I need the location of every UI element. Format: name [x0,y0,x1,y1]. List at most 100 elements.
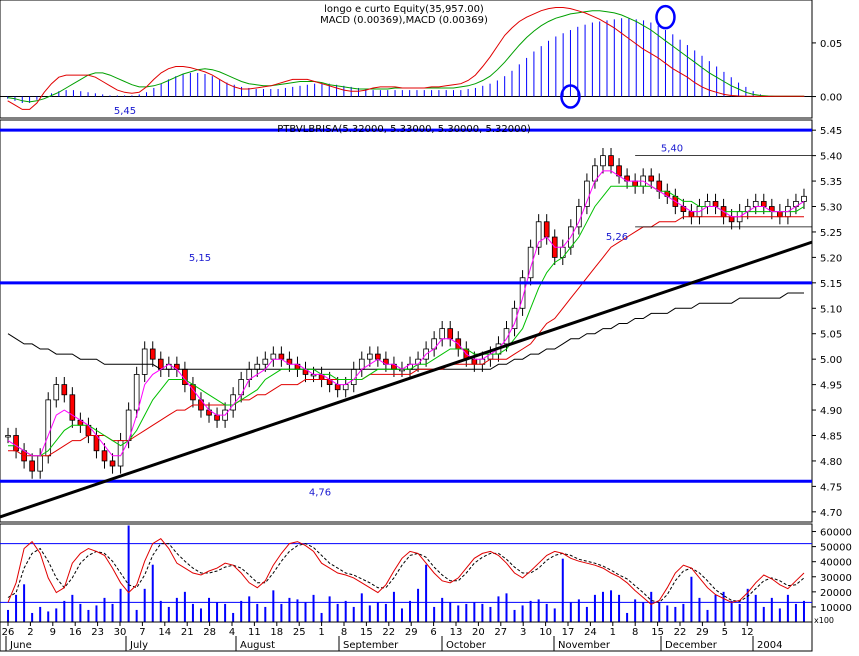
candle-body [278,353,285,360]
price-y-tick-label: 5.25 [820,228,842,239]
candle-body [608,155,614,167]
price-y-tick-label: 5.10 [820,304,842,315]
price-y-tick-label: 5.30 [820,203,842,214]
x-tick-label: 21 [181,627,194,638]
candle-body [141,348,148,375]
price-y-tick-label: 5.05 [820,330,842,341]
channel-high-label: 5,40 [661,144,683,155]
price-title: PTBVLBRISA(5.32000, 5.33000, 5.30000, 5.… [277,124,531,135]
price-y-tick-label: 5.40 [820,152,842,163]
candle-body [367,353,373,360]
month-label: October [446,640,487,651]
x-tick-label: 15 [651,627,664,638]
volume-y-tick-label: 50000 [820,543,852,554]
volume-y-tick-label: 40000 [820,558,852,569]
volume-y-tick-label: 10000 [820,603,852,614]
macd-frame [0,0,813,119]
level-annotation: 4,76 [309,487,331,498]
candle-body [600,155,606,167]
month-label: June [9,640,32,651]
volume-y-tick-label: 60000 [820,528,852,539]
x-tick-label: 4 [229,627,235,638]
ma-long-line [8,216,804,457]
price-y-tick-label: 5.20 [820,253,842,264]
macd-line [7,7,805,110]
candle-body [632,180,638,187]
candle-body [584,180,590,207]
candle-body [101,450,108,462]
stoch-k-line [7,538,805,605]
candle-body [471,358,478,365]
x-tick-label: 28 [203,627,216,638]
x-tick-label: 29 [405,627,418,638]
x-tick-label: 7 [139,627,145,638]
x-tick-label: 10 [539,627,552,638]
candle-body [447,328,454,340]
candle-body [133,374,140,411]
macd-title: longo e curto Equity(35,957.00) [324,4,484,15]
candle-body [37,455,43,472]
price-y-tick-label: 5.00 [820,355,842,366]
candle-body [801,195,807,202]
x-tick-label: 27 [494,627,507,638]
candle-body [503,328,510,345]
candle-body [334,384,341,391]
candle-body [728,216,735,223]
x-tick-label: 2 [27,627,33,638]
candle-body [511,307,518,330]
trendline [0,240,813,519]
month-label: 2004 [757,640,782,651]
candle-body [527,246,534,279]
x-tick-label: 24 [584,627,597,638]
channel-low-label: 5,26 [606,232,628,243]
x-tick-label: 13 [450,627,463,638]
price-frame [0,119,813,523]
stoch-d-line [7,543,805,603]
candle-body [777,211,783,218]
candle-body [704,201,711,207]
candle-body [543,221,550,238]
x-tick-label: 6 [430,627,436,638]
x-tick-label: 1 [318,627,324,638]
x-tick-label: 20 [472,627,485,638]
macd-marker-circle [655,4,676,30]
month-label: September [343,640,399,651]
stochastic-volume-panel: 60000 50000 40000 30000 20000 10000 x100 [0,523,852,625]
x-tick-label: 11 [248,627,261,638]
x-tick-label: 12 [741,627,754,638]
x-tick-label: 15 [360,627,373,638]
candle-body [69,394,76,421]
x-tick-label: 25 [293,627,306,638]
candle-body [688,211,695,218]
x-tick-label: 16 [69,627,82,638]
candle-body [262,358,269,365]
x-tick-label: 8 [341,627,347,638]
price-y-tick-label: 4.70 [820,508,842,519]
candle-body [712,201,719,207]
volume-y-tick-label: 30000 [820,573,852,584]
candle-body [342,384,349,391]
month-label: December [665,640,718,651]
macd-y-tick-label: 0.00 [820,93,842,104]
candle-body [13,435,19,452]
x-tick-label: 5 [722,627,728,638]
candle-body [214,414,220,421]
x-tick-label: 22 [674,627,687,638]
stoch-frame [0,523,813,623]
price-y-tick-label: 5.35 [820,177,842,188]
price-y-tick-label: 4.80 [820,457,842,468]
x-tick-label: 1 [610,627,616,638]
volume-multiplier: x100 [814,616,834,625]
x-tick-label: 23 [91,627,104,638]
price-y-tick-label: 5.45 [820,126,842,137]
x-tick-label: 8 [632,627,638,638]
ma-medium-line [8,185,805,457]
month-label: November [558,640,611,651]
macd-subtitle: MACD (0.00369),MACD (0.00369) [320,15,488,26]
x-tick-label: 17 [562,627,575,638]
candle-body [149,348,156,360]
x-axis: 26 2 9 16 23 30 7 14 21 28 4 11 18 25 1 8 15 22 29 6 13 20 27 3… [0,621,813,652]
macd-panel: 0.05 0.00 longo e curto Equity(35,957.00)M… [0,0,842,119]
